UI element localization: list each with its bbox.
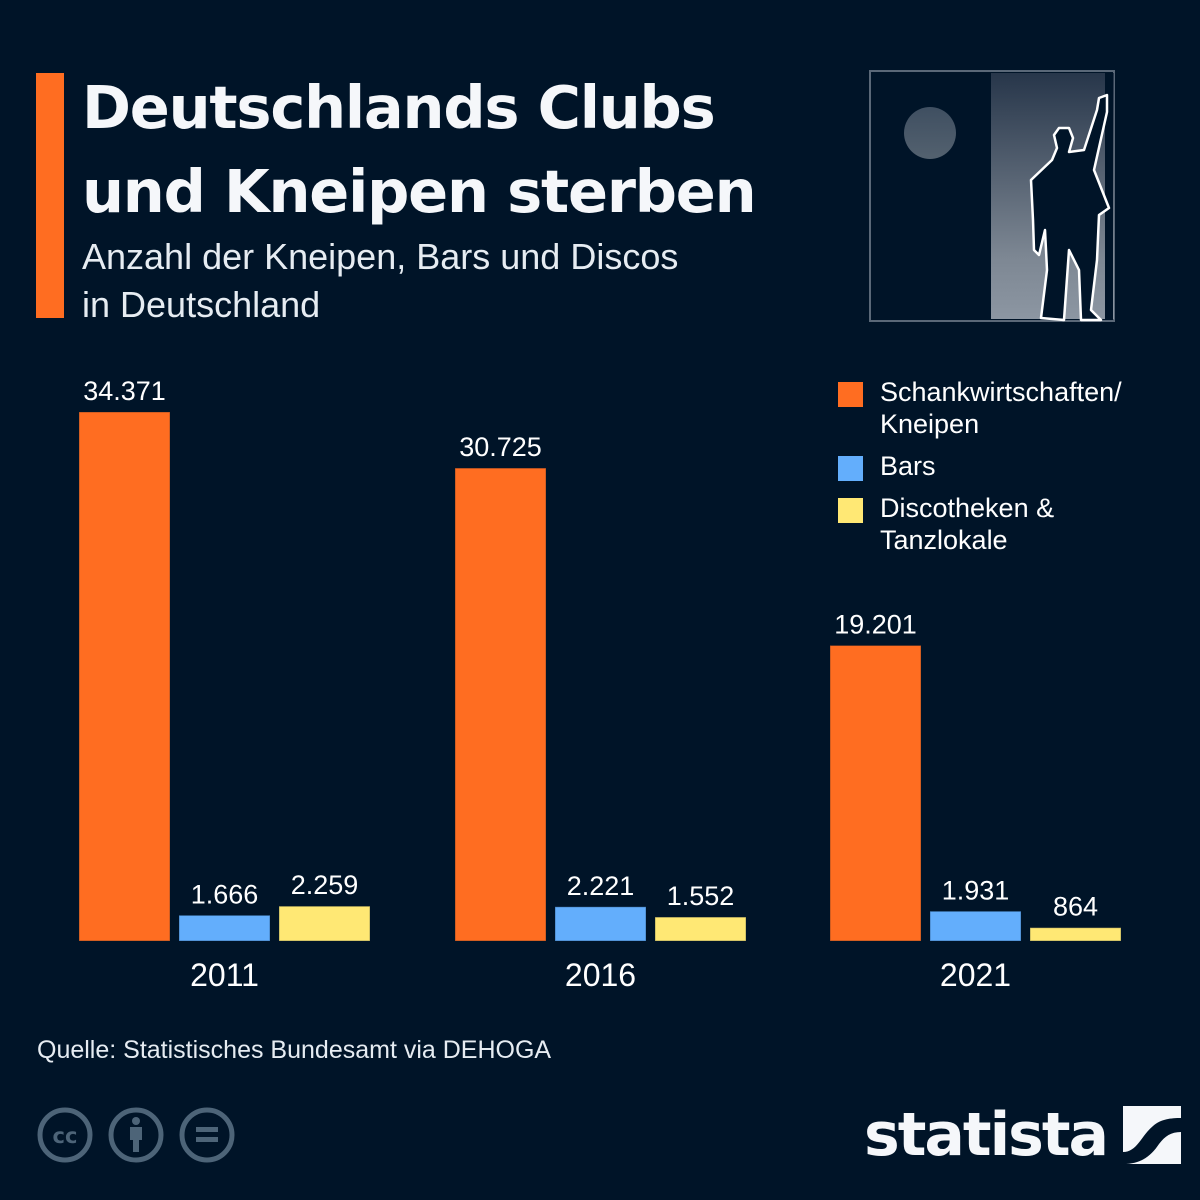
bar-discotheken-tanzlokale-2016 — [654, 916, 747, 942]
title-line-1: Deutschlands Clubs — [82, 73, 716, 142]
legend-label-kneipen-line2: Kneipen — [880, 409, 980, 439]
legend-item-kneipen: Schankwirtschaften/ Kneipen — [838, 376, 1188, 440]
attribution-icon[interactable] — [107, 1106, 165, 1164]
data-label-discotheken-tanzlokale-2016: 1.552 — [667, 881, 735, 911]
data-label-schankwirtschaften-kneipen-2021: 19.201 — [834, 609, 917, 639]
legend-swatch-bars — [838, 456, 863, 481]
no-derivatives-icon[interactable] — [178, 1106, 236, 1164]
data-label-schankwirtschaften-kneipen-2016: 30.725 — [459, 432, 542, 462]
bar-bars-2011 — [178, 914, 271, 942]
chart-subtitle: Anzahl der Kneipen, Bars und Discos in D… — [82, 233, 802, 329]
data-label-discotheken-tanzlokale-2011: 2.259 — [291, 870, 359, 900]
cc-icon[interactable]: cc — [36, 1106, 94, 1164]
source-note: Quelle: Statistisches Bundesamt via DEHO… — [37, 1036, 552, 1064]
bar-discotheken-tanzlokale-2011 — [278, 905, 371, 942]
person-silhouette — [1029, 93, 1111, 322]
bar-discotheken-tanzlokale-2021 — [1029, 927, 1122, 942]
x-tick-label-2021: 2021 — [940, 957, 1011, 993]
moon-icon — [904, 107, 956, 159]
legend-item-bars: Bars — [838, 450, 1188, 482]
bar-schankwirtschaften-kneipen-2016 — [454, 467, 547, 942]
chart-title: Deutschlands Clubs und Kneipen sterben — [82, 66, 842, 234]
legend-label-discotheken-line2: Tanzlokale — [880, 525, 1008, 555]
person-at-door-illustration — [869, 70, 1115, 322]
data-label-schankwirtschaften-kneipen-2011: 34.371 — [83, 376, 166, 406]
statista-logo[interactable]: statista — [864, 1100, 1182, 1170]
data-label-bars-2016: 2.221 — [567, 871, 635, 901]
data-label-bars-2021: 1.931 — [942, 875, 1010, 905]
legend-label-kneipen-line1: Schankwirtschaften/ — [880, 377, 1122, 407]
legend: Schankwirtschaften/ Kneipen Bars Discoth… — [838, 376, 1188, 566]
legend-swatch-kneipen — [838, 382, 863, 407]
x-tick-label-2016: 2016 — [565, 957, 636, 993]
subtitle-line-2: in Deutschland — [82, 284, 321, 325]
bar-bars-2021 — [929, 910, 1022, 942]
bar-schankwirtschaften-kneipen-2011 — [78, 411, 171, 942]
bar-bars-2016 — [554, 906, 647, 942]
title-accent-bar — [36, 73, 64, 318]
data-label-discotheken-tanzlokale-2021: 864 — [1053, 892, 1098, 922]
legend-label-discotheken-line1: Discotheken & — [880, 493, 1055, 523]
title-line-2: und Kneipen sterben — [82, 157, 757, 226]
bar-schankwirtschaften-kneipen-2021 — [829, 644, 922, 942]
x-tick-label-2011: 2011 — [190, 957, 259, 993]
license-icons: cc — [36, 1106, 236, 1164]
legend-item-discotheken: Discotheken & Tanzlokale — [838, 492, 1188, 556]
legend-label-bars: Bars — [880, 451, 936, 481]
svg-text:cc: cc — [53, 1124, 78, 1148]
statista-wordmark: statista — [864, 1100, 1109, 1170]
data-label-bars-2011: 1.666 — [191, 879, 259, 909]
statista-logo-icon — [1123, 1106, 1182, 1164]
subtitle-line-1: Anzahl der Kneipen, Bars und Discos — [82, 236, 679, 277]
legend-swatch-discotheken — [838, 498, 863, 523]
